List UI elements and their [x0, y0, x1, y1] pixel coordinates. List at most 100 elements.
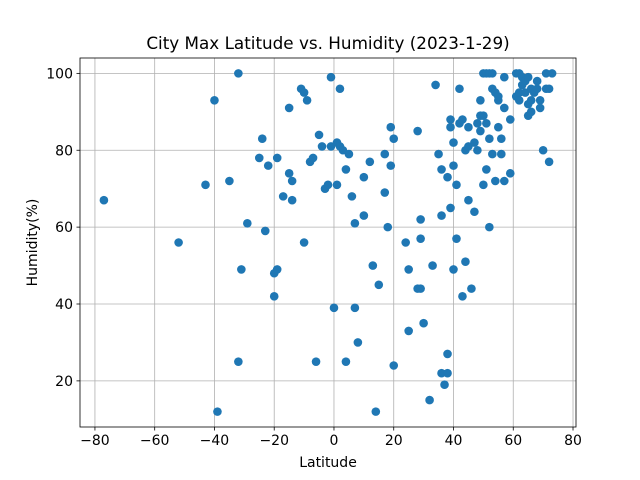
- data-point: [234, 69, 243, 78]
- y-tick-label: 40: [55, 297, 73, 313]
- data-point: [473, 119, 482, 128]
- data-point: [473, 145, 482, 155]
- y-tick-label: 20: [55, 374, 73, 390]
- data-point: [443, 349, 452, 359]
- data-point: [210, 95, 219, 105]
- data-point: [368, 261, 378, 270]
- data-point: [428, 261, 437, 270]
- data-point: [359, 172, 369, 182]
- x-tick-label: 80: [564, 433, 582, 449]
- data-point: [383, 222, 393, 232]
- data-point: [476, 95, 485, 105]
- x-tick-label: 20: [385, 433, 403, 449]
- data-point: [532, 76, 542, 86]
- data-point: [443, 172, 452, 182]
- data-point: [479, 111, 488, 120]
- data-point: [461, 257, 470, 267]
- data-point: [335, 84, 345, 94]
- data-point: [497, 149, 506, 159]
- x-tick-label: 0: [330, 433, 339, 449]
- data-point: [523, 72, 533, 82]
- y-axis-label: Humidity(%): [25, 199, 41, 287]
- data-point: [350, 218, 360, 228]
- data-point: [389, 361, 399, 370]
- data-point: [311, 357, 321, 366]
- data-point: [434, 149, 443, 159]
- data-point: [284, 169, 294, 178]
- data-point: [314, 130, 324, 140]
- x-tick-label: −20: [259, 433, 289, 449]
- data-point: [535, 103, 545, 113]
- data-point: [464, 122, 473, 132]
- data-point: [257, 134, 267, 144]
- x-tick-label: −60: [140, 433, 170, 449]
- data-point: [404, 265, 413, 274]
- data-point: [308, 153, 318, 163]
- data-point: [416, 215, 425, 224]
- data-point: [455, 84, 464, 94]
- data-point: [440, 380, 449, 390]
- x-axis-label: Latitude: [299, 455, 357, 471]
- chart-title: City Max Latitude vs. Humidity (2023-1-2…: [146, 33, 509, 53]
- data-point: [353, 338, 363, 347]
- data-point: [458, 115, 467, 124]
- data-point: [482, 119, 491, 128]
- data-points: [99, 69, 557, 416]
- data-point: [380, 149, 390, 159]
- data-point: [437, 368, 446, 378]
- data-point: [544, 157, 554, 167]
- data-point: [443, 368, 452, 378]
- x-tick-label: 40: [445, 433, 463, 449]
- data-point: [499, 103, 509, 113]
- data-point: [302, 95, 312, 105]
- x-tick-label: −80: [80, 433, 110, 449]
- data-point: [359, 211, 369, 220]
- data-point: [99, 195, 109, 205]
- data-point: [488, 69, 497, 78]
- data-point: [541, 69, 551, 78]
- data-point: [499, 176, 509, 186]
- data-point: [416, 234, 425, 243]
- data-point: [272, 265, 282, 274]
- data-point: [532, 84, 542, 94]
- data-point: [479, 180, 488, 190]
- data-point: [505, 169, 515, 178]
- data-point: [452, 180, 461, 190]
- data-point: [234, 357, 243, 366]
- data-point: [482, 165, 491, 174]
- data-point: [499, 72, 509, 82]
- grid-lines: [80, 58, 576, 427]
- data-point: [485, 222, 494, 232]
- data-point: [476, 126, 485, 136]
- data-point: [505, 115, 515, 124]
- x-axis-ticks: −80 −60 −40 −20 0 20 40 60 80: [80, 427, 582, 449]
- data-point: [467, 284, 476, 293]
- data-point: [386, 161, 396, 170]
- y-tick-label: 60: [55, 220, 73, 236]
- data-point: [225, 176, 234, 186]
- data-point: [419, 318, 428, 328]
- data-point: [401, 238, 410, 247]
- data-point: [535, 95, 545, 105]
- data-point: [269, 292, 279, 301]
- data-point: [449, 138, 458, 147]
- y-tick-label: 100: [46, 66, 73, 82]
- data-point: [344, 149, 354, 159]
- data-point: [449, 265, 458, 274]
- data-point: [278, 192, 288, 201]
- data-point: [213, 407, 222, 416]
- plot-area: [80, 58, 576, 427]
- data-point: [365, 157, 375, 167]
- data-point: [431, 80, 440, 90]
- data-point: [491, 176, 500, 186]
- data-point: [350, 303, 360, 313]
- data-point: [389, 134, 399, 144]
- data-point: [446, 115, 455, 124]
- data-point: [243, 218, 252, 228]
- data-point: [272, 153, 282, 163]
- data-point: [237, 265, 246, 274]
- data-point: [526, 95, 536, 105]
- data-point: [260, 226, 270, 236]
- data-point: [329, 303, 339, 313]
- data-point: [263, 161, 273, 170]
